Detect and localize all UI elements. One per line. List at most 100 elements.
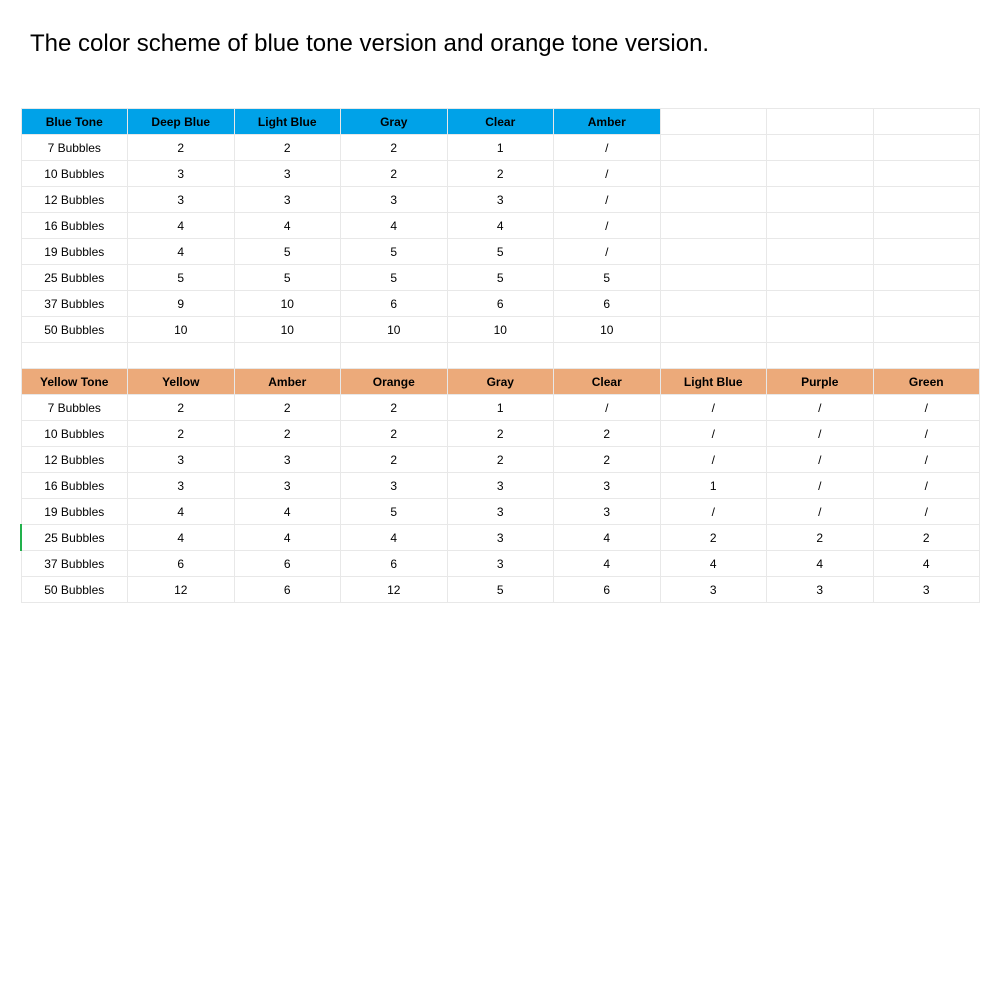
orange-col-header: Yellow Tone <box>21 369 128 395</box>
cell: 3 <box>447 499 554 525</box>
table-row: 7 Bubbles 2 2 2 1 / <box>21 135 980 161</box>
page-title: The color scheme of blue tone version an… <box>30 30 980 58</box>
cell: 1 <box>447 135 554 161</box>
blue-col-header: Deep Blue <box>128 109 235 135</box>
row-label: 16 Bubbles <box>21 213 128 239</box>
cell: 5 <box>341 499 448 525</box>
cell: 12 <box>341 577 448 603</box>
empty-cell <box>660 265 767 291</box>
cell: 10 <box>128 317 235 343</box>
cell: 4 <box>341 213 448 239</box>
empty-cell <box>873 109 980 135</box>
row-label: 19 Bubbles <box>21 499 128 525</box>
empty-cell <box>767 317 874 343</box>
empty-cell <box>660 239 767 265</box>
cell: 2 <box>447 421 554 447</box>
orange-col-header: Purple <box>767 369 874 395</box>
cell: 9 <box>128 291 235 317</box>
cell: 10 <box>341 317 448 343</box>
table-row: 25 Bubbles 5 5 5 5 5 <box>21 265 980 291</box>
empty-cell <box>767 265 874 291</box>
empty-cell <box>873 291 980 317</box>
cell: 3 <box>128 447 235 473</box>
cell: 3 <box>234 187 341 213</box>
cell: 4 <box>341 525 448 551</box>
row-label: 12 Bubbles <box>21 447 128 473</box>
table-row: 37 Bubbles 6 6 6 3 4 4 4 4 <box>21 551 980 577</box>
row-label: 12 Bubbles <box>21 187 128 213</box>
cell: / <box>554 395 661 421</box>
empty-cell <box>873 161 980 187</box>
empty-cell <box>767 213 874 239</box>
cell: / <box>554 239 661 265</box>
cell: 4 <box>767 551 874 577</box>
cell: 3 <box>873 577 980 603</box>
cell: 6 <box>554 577 661 603</box>
table-row: 16 Bubbles 4 4 4 4 / <box>21 213 980 239</box>
cell: 6 <box>341 291 448 317</box>
separator-row <box>21 343 980 369</box>
cell: 1 <box>660 473 767 499</box>
row-label: 37 Bubbles <box>21 291 128 317</box>
cell: 4 <box>234 525 341 551</box>
table-row: 37 Bubbles 9 10 6 6 6 <box>21 291 980 317</box>
cell: 4 <box>873 551 980 577</box>
cell: 3 <box>234 447 341 473</box>
orange-col-header: Gray <box>447 369 554 395</box>
table-row: 10 Bubbles 3 3 2 2 / <box>21 161 980 187</box>
empty-cell <box>873 187 980 213</box>
blue-col-header: Light Blue <box>234 109 341 135</box>
cell: / <box>873 395 980 421</box>
blue-header-row: Blue Tone Deep Blue Light Blue Gray Clea… <box>21 109 980 135</box>
cell: / <box>767 447 874 473</box>
cell: 5 <box>447 239 554 265</box>
empty-cell <box>767 291 874 317</box>
cell: 6 <box>554 291 661 317</box>
cell: 6 <box>234 577 341 603</box>
row-label: 25 Bubbles <box>21 525 128 551</box>
cell: / <box>767 473 874 499</box>
cell: 3 <box>660 577 767 603</box>
cell: 1 <box>447 395 554 421</box>
cell: 6 <box>341 551 448 577</box>
cell: 3 <box>447 187 554 213</box>
cell: 3 <box>447 551 554 577</box>
table-row: 7 Bubbles 2 2 2 1 / / / / <box>21 395 980 421</box>
table-row: 50 Bubbles 10 10 10 10 10 <box>21 317 980 343</box>
cell: / <box>873 473 980 499</box>
cell: 3 <box>128 473 235 499</box>
blue-col-header: Blue Tone <box>21 109 128 135</box>
cell: 2 <box>767 525 874 551</box>
cell: / <box>873 447 980 473</box>
cell: 2 <box>554 421 661 447</box>
cell: 3 <box>234 473 341 499</box>
cell: 2 <box>234 395 341 421</box>
table-row: 12 Bubbles 3 3 2 2 2 / / / <box>21 447 980 473</box>
blue-col-header: Gray <box>341 109 448 135</box>
cell: 2 <box>447 161 554 187</box>
color-scheme-table: Blue Tone Deep Blue Light Blue Gray Clea… <box>20 108 980 603</box>
table-row: 19 Bubbles 4 4 5 3 3 / / / <box>21 499 980 525</box>
cell: / <box>767 395 874 421</box>
cell: 10 <box>234 291 341 317</box>
cell: 2 <box>128 395 235 421</box>
cell: / <box>660 447 767 473</box>
cell: 2 <box>234 421 341 447</box>
empty-cell <box>660 135 767 161</box>
cell: 3 <box>767 577 874 603</box>
blue-col-header: Clear <box>447 109 554 135</box>
cell: 2 <box>128 421 235 447</box>
empty-cell <box>767 135 874 161</box>
empty-cell <box>873 317 980 343</box>
orange-col-header: Light Blue <box>660 369 767 395</box>
cell: / <box>873 421 980 447</box>
cell: 3 <box>234 161 341 187</box>
cell: 5 <box>341 265 448 291</box>
cell: 5 <box>234 239 341 265</box>
cell: 2 <box>554 447 661 473</box>
cell: / <box>554 213 661 239</box>
cell: 4 <box>660 551 767 577</box>
orange-col-header: Green <box>873 369 980 395</box>
orange-col-header: Orange <box>341 369 448 395</box>
cell: 5 <box>341 239 448 265</box>
